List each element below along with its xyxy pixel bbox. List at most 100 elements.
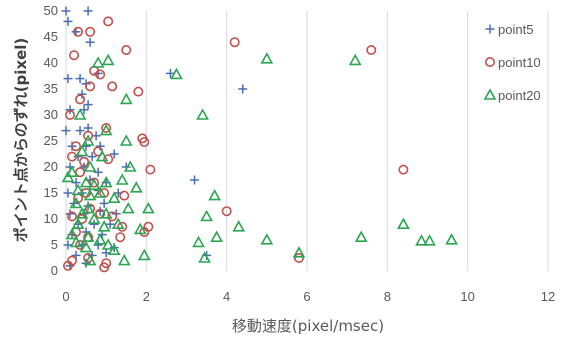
point5-point bbox=[61, 126, 71, 136]
point20-point bbox=[198, 251, 211, 263]
point10-point bbox=[63, 260, 74, 271]
x-axis-title: 移動速度(pixel/msec) bbox=[232, 317, 384, 335]
point20-point bbox=[111, 217, 125, 229]
point20-point bbox=[210, 230, 223, 242]
point10-point bbox=[107, 211, 118, 222]
point10-point bbox=[73, 26, 84, 37]
point20-point bbox=[99, 207, 113, 219]
point5-point bbox=[63, 74, 73, 84]
point5-point bbox=[91, 131, 101, 141]
point10-point bbox=[75, 167, 86, 178]
point5-point bbox=[75, 126, 85, 136]
point10-point bbox=[117, 221, 128, 232]
x-tick-labels: 0 2 4 6 8 10 12 bbox=[62, 289, 555, 304]
point10-point bbox=[85, 26, 96, 37]
point20-point bbox=[87, 178, 101, 190]
series-point20 bbox=[61, 52, 458, 266]
point20-point bbox=[95, 149, 109, 162]
point10-point bbox=[115, 232, 126, 243]
point20-point bbox=[97, 220, 111, 232]
point10-point bbox=[366, 44, 377, 55]
y-tick-label: 5 bbox=[51, 237, 58, 252]
y-tick-label: 45 bbox=[44, 29, 58, 44]
point5-point bbox=[87, 152, 97, 162]
point20-point bbox=[141, 201, 155, 214]
point10-point bbox=[221, 206, 232, 217]
y-tick-label: 30 bbox=[44, 107, 58, 122]
point20-point bbox=[99, 175, 113, 188]
point20-point bbox=[81, 201, 95, 214]
point20-point bbox=[348, 53, 362, 66]
point20-point bbox=[93, 233, 107, 245]
point10-point bbox=[107, 81, 118, 92]
point20-point bbox=[123, 160, 137, 172]
point10-point bbox=[133, 86, 144, 97]
point20-point bbox=[91, 56, 105, 68]
point10-point bbox=[145, 164, 156, 175]
point20-point bbox=[83, 253, 97, 266]
point20-point bbox=[65, 165, 79, 177]
point20-point bbox=[101, 53, 115, 66]
point20-point bbox=[107, 191, 121, 203]
point5-point bbox=[83, 100, 93, 110]
point20-point bbox=[79, 240, 93, 253]
point20-point bbox=[101, 238, 115, 250]
point20-point bbox=[61, 170, 75, 183]
point20-point bbox=[397, 217, 410, 229]
point20-point bbox=[93, 186, 107, 198]
legend-label-point10: point10 bbox=[498, 55, 541, 70]
legend-item-point20: point20 bbox=[483, 88, 541, 103]
x-tick-label: 12 bbox=[541, 289, 555, 304]
point20-point bbox=[232, 220, 246, 232]
legend-label-point20: point20 bbox=[498, 88, 541, 103]
y-tick-label: 10 bbox=[44, 211, 58, 226]
point20-point bbox=[71, 183, 85, 196]
point20-point bbox=[196, 108, 209, 120]
point5-point bbox=[93, 240, 103, 250]
legend-label-point5: point5 bbox=[498, 22, 533, 37]
x-tick-label: 10 bbox=[460, 289, 474, 304]
point20-point bbox=[69, 235, 83, 248]
point20-point bbox=[260, 52, 274, 64]
point20-point bbox=[69, 196, 83, 209]
y-tick-label: 25 bbox=[44, 133, 58, 148]
x-tick-label: 8 bbox=[384, 289, 391, 304]
point5-point bbox=[71, 178, 81, 188]
point20-point bbox=[99, 123, 113, 136]
point5-point bbox=[83, 6, 93, 16]
point10-point bbox=[67, 211, 78, 222]
point10-point bbox=[79, 156, 90, 167]
point10-point bbox=[103, 16, 114, 27]
point20-point bbox=[192, 235, 205, 248]
point20-point bbox=[65, 227, 79, 240]
point10-point bbox=[99, 262, 110, 273]
point20-point bbox=[292, 246, 306, 258]
point5-point bbox=[105, 219, 115, 229]
point20-point bbox=[73, 108, 87, 120]
point10-point bbox=[101, 123, 112, 134]
point20-point bbox=[87, 212, 101, 224]
point20-point bbox=[200, 209, 213, 222]
point20-point bbox=[75, 207, 89, 219]
point5-point bbox=[81, 141, 91, 151]
point10-point bbox=[71, 141, 82, 152]
legend: point5 point10 point20 bbox=[483, 22, 541, 103]
point5-point bbox=[75, 74, 85, 84]
point10-point bbox=[95, 69, 106, 80]
point5-point bbox=[63, 188, 73, 198]
point20-point bbox=[115, 173, 129, 185]
point20-point bbox=[83, 160, 97, 172]
y-tick-labels: 0 5 10 15 20 25 30 35 40 45 50 bbox=[44, 3, 58, 278]
point20-point bbox=[129, 181, 143, 193]
y-tick-label: 0 bbox=[51, 263, 58, 278]
point5-point bbox=[93, 167, 103, 177]
point5-point bbox=[99, 198, 109, 208]
point10-point bbox=[69, 50, 80, 61]
point20-point bbox=[119, 134, 133, 146]
point5-point bbox=[89, 219, 99, 229]
legend-marker-point5 bbox=[485, 24, 495, 34]
point10-point bbox=[103, 154, 114, 165]
y-tick-label: 15 bbox=[44, 185, 58, 200]
point20-point bbox=[119, 92, 133, 105]
x-tick-label: 0 bbox=[62, 289, 69, 304]
